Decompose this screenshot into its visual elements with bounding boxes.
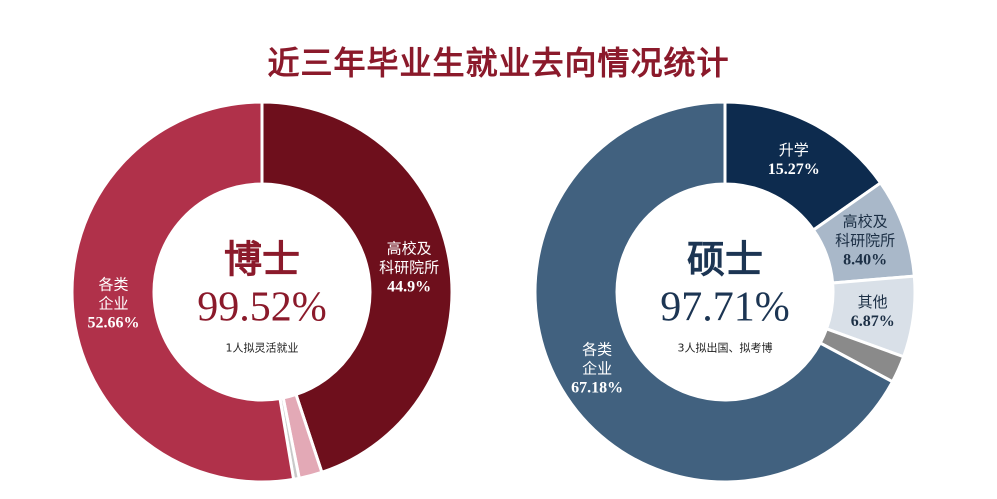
page-title: 近三年毕业生就业去向情况统计 — [267, 44, 730, 82]
note: 3人拟出国、拟考博 — [677, 341, 773, 355]
value-label: 8.40% — [843, 251, 888, 269]
donut-segment — [533, 100, 895, 484]
category-label: 其他 — [857, 292, 888, 311]
donut-segment — [70, 100, 296, 484]
donut-segment — [260, 100, 454, 475]
category-label: 各类 企业 — [582, 340, 613, 378]
value-label: 6.87% — [850, 312, 895, 330]
segment-label: 其他 6.87% — [851, 293, 895, 331]
note: 1人拟灵活就业 — [225, 341, 299, 355]
category-label: 高校及 科研院所 — [835, 212, 896, 250]
value-label: 67.18% — [571, 379, 624, 397]
category-label: 各类 企业 — [98, 275, 129, 313]
value-label: 52.66% — [87, 314, 140, 332]
segment-label: 高校及 科研院所 8.40% — [835, 213, 895, 270]
segment-label: 升学 15.27% — [768, 141, 820, 179]
center-block: 硕士 97.71% 3人拟出国、拟考博 — [660, 229, 790, 356]
center-label: 硕士 — [686, 237, 763, 282]
center-label: 博士 — [223, 237, 300, 282]
total-label: 99.52% — [197, 284, 327, 331]
category-label: 高校及 科研院所 — [379, 239, 440, 277]
total-label: 97.71% — [660, 284, 790, 331]
center-block: 博士 99.52% 1人拟灵活就业 — [197, 229, 327, 356]
category-label: 升学 — [778, 140, 809, 159]
segment-label: 高校及 科研院所 44.9% — [379, 240, 439, 297]
segment-label: 各类 企业 52.66% — [88, 276, 140, 333]
value-label: 44.9% — [387, 278, 432, 296]
segment-label: 各类 企业 67.18% — [571, 340, 623, 397]
value-label: 15.27% — [767, 160, 820, 178]
